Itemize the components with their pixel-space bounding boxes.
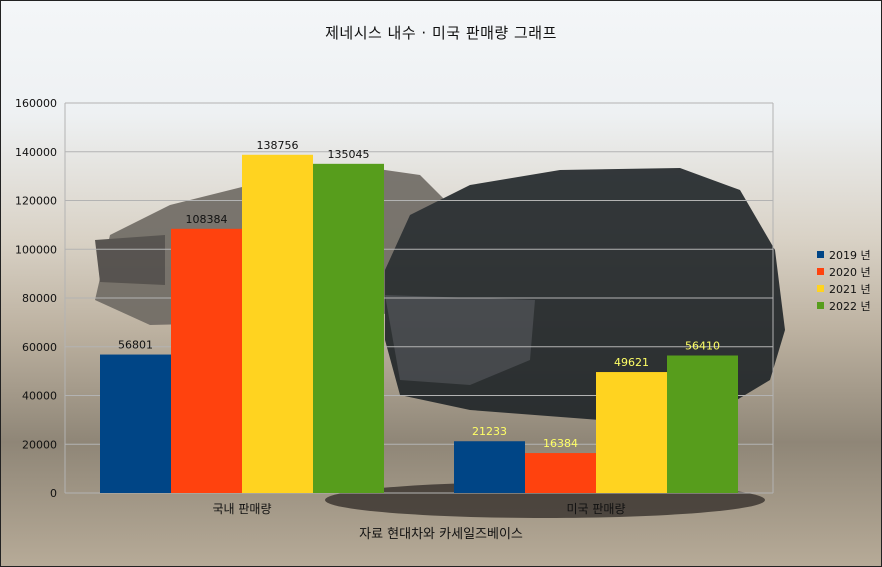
x-tick-label: 국내 판매량 bbox=[212, 502, 271, 516]
data-label: 16384 bbox=[543, 437, 578, 450]
x-tick-label: 미국 판매량 bbox=[566, 502, 625, 516]
data-label: 49621 bbox=[614, 356, 649, 369]
y-tick-label: 140000 bbox=[15, 146, 57, 159]
bar bbox=[596, 372, 667, 493]
chart-title: 제네시스 내수 · 미국 판매량 그래프 bbox=[325, 24, 557, 42]
data-label: 56801 bbox=[118, 339, 153, 352]
y-tick-label: 100000 bbox=[15, 243, 57, 256]
y-tick-label: 20000 bbox=[22, 438, 57, 451]
bar bbox=[525, 453, 596, 493]
y-tick-label: 80000 bbox=[22, 292, 57, 305]
data-label: 108384 bbox=[186, 213, 228, 226]
data-label: 21233 bbox=[472, 425, 507, 438]
legend-swatch bbox=[817, 285, 824, 292]
bar bbox=[313, 163, 384, 493]
data-label: 138756 bbox=[257, 139, 299, 152]
y-tick-label: 0 bbox=[50, 487, 57, 500]
legend-label: 2022 년 bbox=[829, 299, 871, 313]
bar bbox=[667, 355, 738, 493]
y-tick-label: 60000 bbox=[22, 341, 57, 354]
legend-swatch bbox=[817, 268, 824, 275]
y-tick-label: 120000 bbox=[15, 195, 57, 208]
y-tick-label: 40000 bbox=[22, 390, 57, 403]
bar bbox=[171, 228, 242, 493]
y-tick-label: 160000 bbox=[15, 97, 57, 110]
legend-swatch bbox=[817, 251, 824, 258]
bar bbox=[242, 154, 313, 493]
data-label: 135045 bbox=[328, 148, 370, 161]
legend-swatch bbox=[817, 302, 824, 309]
legend-label: 2020 년 bbox=[829, 265, 871, 279]
legend-item: 2021 년 bbox=[817, 280, 871, 297]
data-label: 56410 bbox=[685, 340, 720, 353]
x-axis-title: 자료 현대차와 카세일즈베이스 bbox=[359, 527, 523, 542]
bar bbox=[454, 441, 525, 493]
legend-label: 2019 년 bbox=[829, 248, 871, 262]
legend: 2019 년 2020 년 2021 년 2022 년 bbox=[817, 246, 871, 314]
legend-item: 2019 년 bbox=[817, 246, 871, 263]
legend-label: 2021 년 bbox=[829, 282, 871, 296]
plot-area: 0 20000 40000 60000 80000 100000 120000 140000 1… bbox=[15, 97, 774, 516]
legend-item: 2022 년 bbox=[817, 297, 871, 314]
legend-item: 2020 년 bbox=[817, 263, 871, 280]
bar bbox=[100, 354, 171, 493]
